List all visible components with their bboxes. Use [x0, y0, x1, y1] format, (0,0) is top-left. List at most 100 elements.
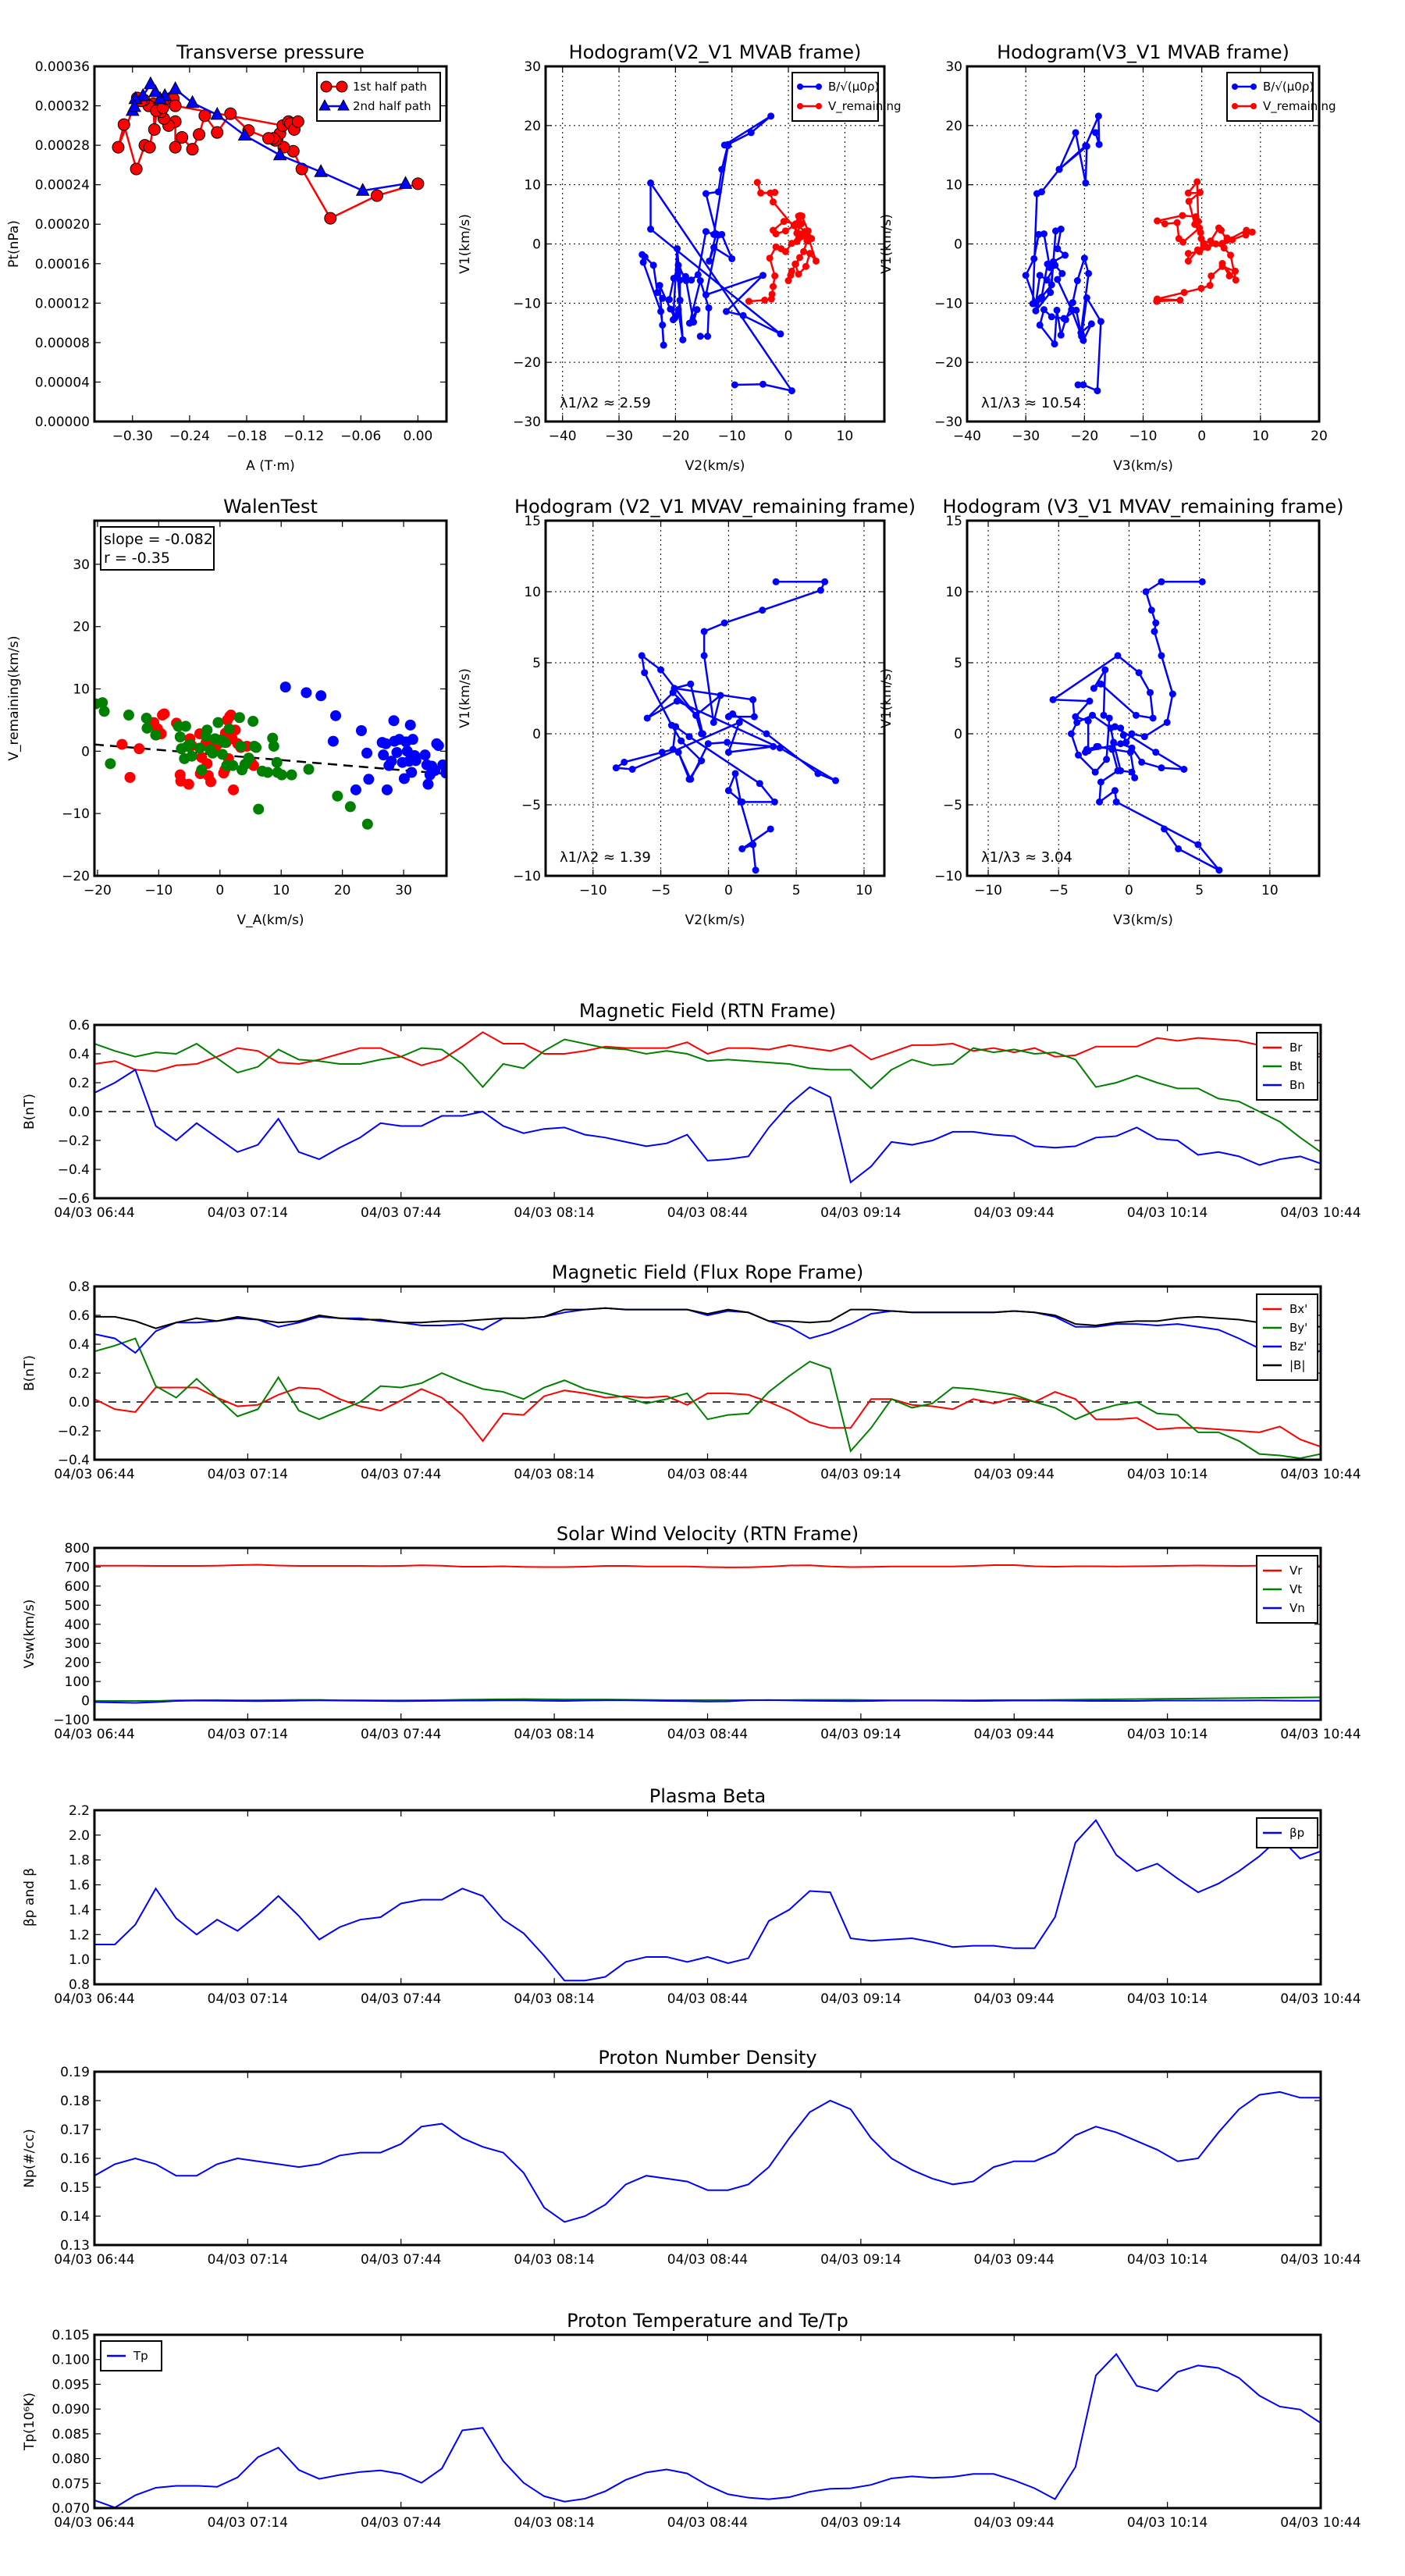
data-point-blue — [398, 773, 410, 785]
data-point — [704, 333, 712, 340]
data-point — [1111, 723, 1119, 731]
data-point — [1093, 742, 1101, 750]
legend-label: |B| — [1289, 1358, 1305, 1372]
data-point — [1168, 690, 1176, 698]
y-tick-label: 5 — [954, 656, 962, 671]
plot-area — [1022, 112, 1256, 395]
chart-title: Plasma Beta — [649, 1785, 766, 1807]
x-tick-label: −30 — [1012, 429, 1040, 444]
data-point-red — [225, 710, 237, 721]
data-point — [704, 740, 712, 748]
data-point — [169, 99, 182, 112]
data-point — [676, 297, 684, 304]
data-point — [724, 787, 732, 795]
data-point — [752, 866, 759, 874]
x-tick-label: 04/03 06:44 — [54, 2252, 134, 2268]
plot-area — [112, 76, 425, 225]
y-tick-label: 0 — [81, 744, 90, 760]
data-point — [694, 271, 702, 279]
x-tick-label: 04/03 07:14 — [208, 1467, 288, 1482]
legend-label: 1st half path — [353, 80, 427, 94]
data-point — [1052, 227, 1060, 235]
plot-frame — [93, 1023, 1322, 1200]
data-point — [699, 730, 706, 738]
data-point — [653, 289, 661, 297]
data-point — [127, 98, 142, 112]
data-point — [718, 165, 726, 173]
x-tick-label: −0.24 — [169, 429, 210, 444]
data-point — [674, 749, 682, 756]
data-point — [1207, 237, 1215, 245]
data-point — [1092, 129, 1100, 137]
data-point — [696, 277, 704, 285]
data-point-green — [194, 742, 205, 754]
data-point — [665, 296, 673, 304]
x-tick-label: −10 — [1129, 429, 1158, 444]
legend-label: Br — [1289, 1041, 1303, 1055]
y-tick-label: 0.00000 — [35, 415, 90, 430]
x-tick-label: −20 — [84, 883, 112, 898]
data-point — [1097, 680, 1104, 688]
data-point — [1184, 189, 1192, 197]
data-point — [291, 115, 304, 128]
data-point-green — [227, 760, 239, 771]
x-tick-label: 04/03 09:44 — [974, 1727, 1055, 1742]
y-axis-label: V1(km/s) — [457, 214, 473, 274]
data-point — [747, 129, 755, 137]
y-tick-label: 20 — [524, 119, 541, 134]
y-tick-label: −20 — [513, 355, 541, 371]
data-point — [738, 845, 746, 852]
data-point — [1232, 267, 1240, 275]
stats-box — [100, 526, 215, 571]
data-point — [1131, 774, 1139, 781]
eigenvalue-ratio-label: λ1/λ2 ≈ 1.39 — [560, 849, 651, 866]
data-point — [718, 230, 726, 238]
data-point — [148, 123, 161, 136]
data-point — [676, 276, 684, 284]
legend-marker — [1232, 103, 1238, 109]
data-point — [1080, 254, 1088, 262]
x-tick-label: 0 — [215, 883, 224, 898]
chart-title: Hodogram(V2_V1 MVAB frame) — [569, 41, 862, 63]
y-tick-label: 200 — [65, 1656, 90, 1671]
chart-pressure: Transverse pressure −0.30 −0.24 −0.18 −0.12 −… — [6, 41, 448, 474]
data-point — [674, 271, 681, 279]
x-tick-label: −5 — [651, 883, 670, 898]
y-tick-label: 0 — [81, 1694, 90, 1710]
y-tick-label: 0 — [954, 237, 962, 253]
data-point — [770, 283, 777, 290]
data-point — [1082, 142, 1090, 150]
data-point — [211, 126, 224, 139]
x-tick-label: 04/03 06:44 — [54, 1727, 134, 1742]
x-tick-label: 04/03 06:44 — [54, 2515, 134, 2531]
plot-area — [94, 1819, 1321, 1982]
y-tick-label: 0.00020 — [35, 217, 90, 233]
data-point — [1128, 744, 1136, 752]
x-tick-label: 04/03 10:14 — [1127, 1991, 1208, 2007]
y-tick-label: 0.2 — [69, 1076, 90, 1091]
series-line-Tp — [94, 2353, 1321, 2508]
y-tick-label: 0.095 — [52, 2377, 90, 2393]
series-line — [640, 115, 795, 393]
data-point-green — [233, 712, 245, 724]
data-point — [678, 737, 685, 745]
data-point — [1154, 217, 1161, 225]
data-point — [738, 798, 746, 806]
y-tick-label: 2.0 — [69, 1828, 90, 1844]
legend-marker — [1232, 84, 1238, 90]
y-tick-label: 0.16 — [60, 2151, 90, 2167]
data-point — [1135, 669, 1143, 677]
data-point-green — [184, 738, 196, 750]
data-point — [1180, 766, 1188, 773]
data-point — [1095, 141, 1103, 148]
y-tick-label: 0.00028 — [35, 138, 90, 154]
data-point — [1091, 768, 1099, 776]
data-point — [1036, 321, 1044, 329]
data-point — [657, 666, 665, 674]
data-point-blue — [330, 710, 342, 721]
data-point — [1193, 246, 1201, 254]
series-line-Br — [94, 1031, 1321, 1073]
x-tick-label: 04/03 10:14 — [1127, 1467, 1208, 1482]
data-point — [1080, 381, 1087, 389]
y-tick-label: −0.2 — [58, 1133, 90, 1149]
